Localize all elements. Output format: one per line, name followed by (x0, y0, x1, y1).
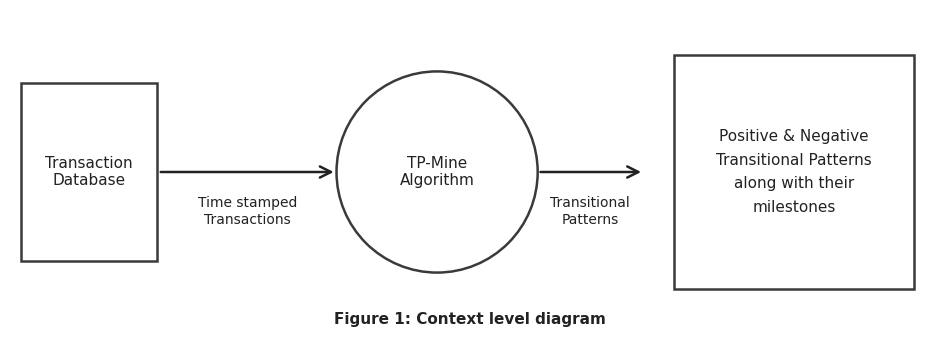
Text: Transitional
Patterns: Transitional Patterns (551, 196, 630, 227)
Text: Positive & Negative
Transitional Patterns
along with their
milestones: Positive & Negative Transitional Pattern… (716, 129, 872, 215)
FancyBboxPatch shape (675, 55, 914, 289)
Text: Time stamped
Transactions: Time stamped Transactions (197, 196, 297, 227)
Text: Transaction
Database: Transaction Database (45, 156, 133, 188)
FancyBboxPatch shape (22, 83, 157, 261)
Text: Figure 1: Context level diagram: Figure 1: Context level diagram (334, 312, 606, 327)
Text: TP-Mine
Algorithm: TP-Mine Algorithm (400, 156, 475, 188)
Ellipse shape (337, 72, 538, 272)
